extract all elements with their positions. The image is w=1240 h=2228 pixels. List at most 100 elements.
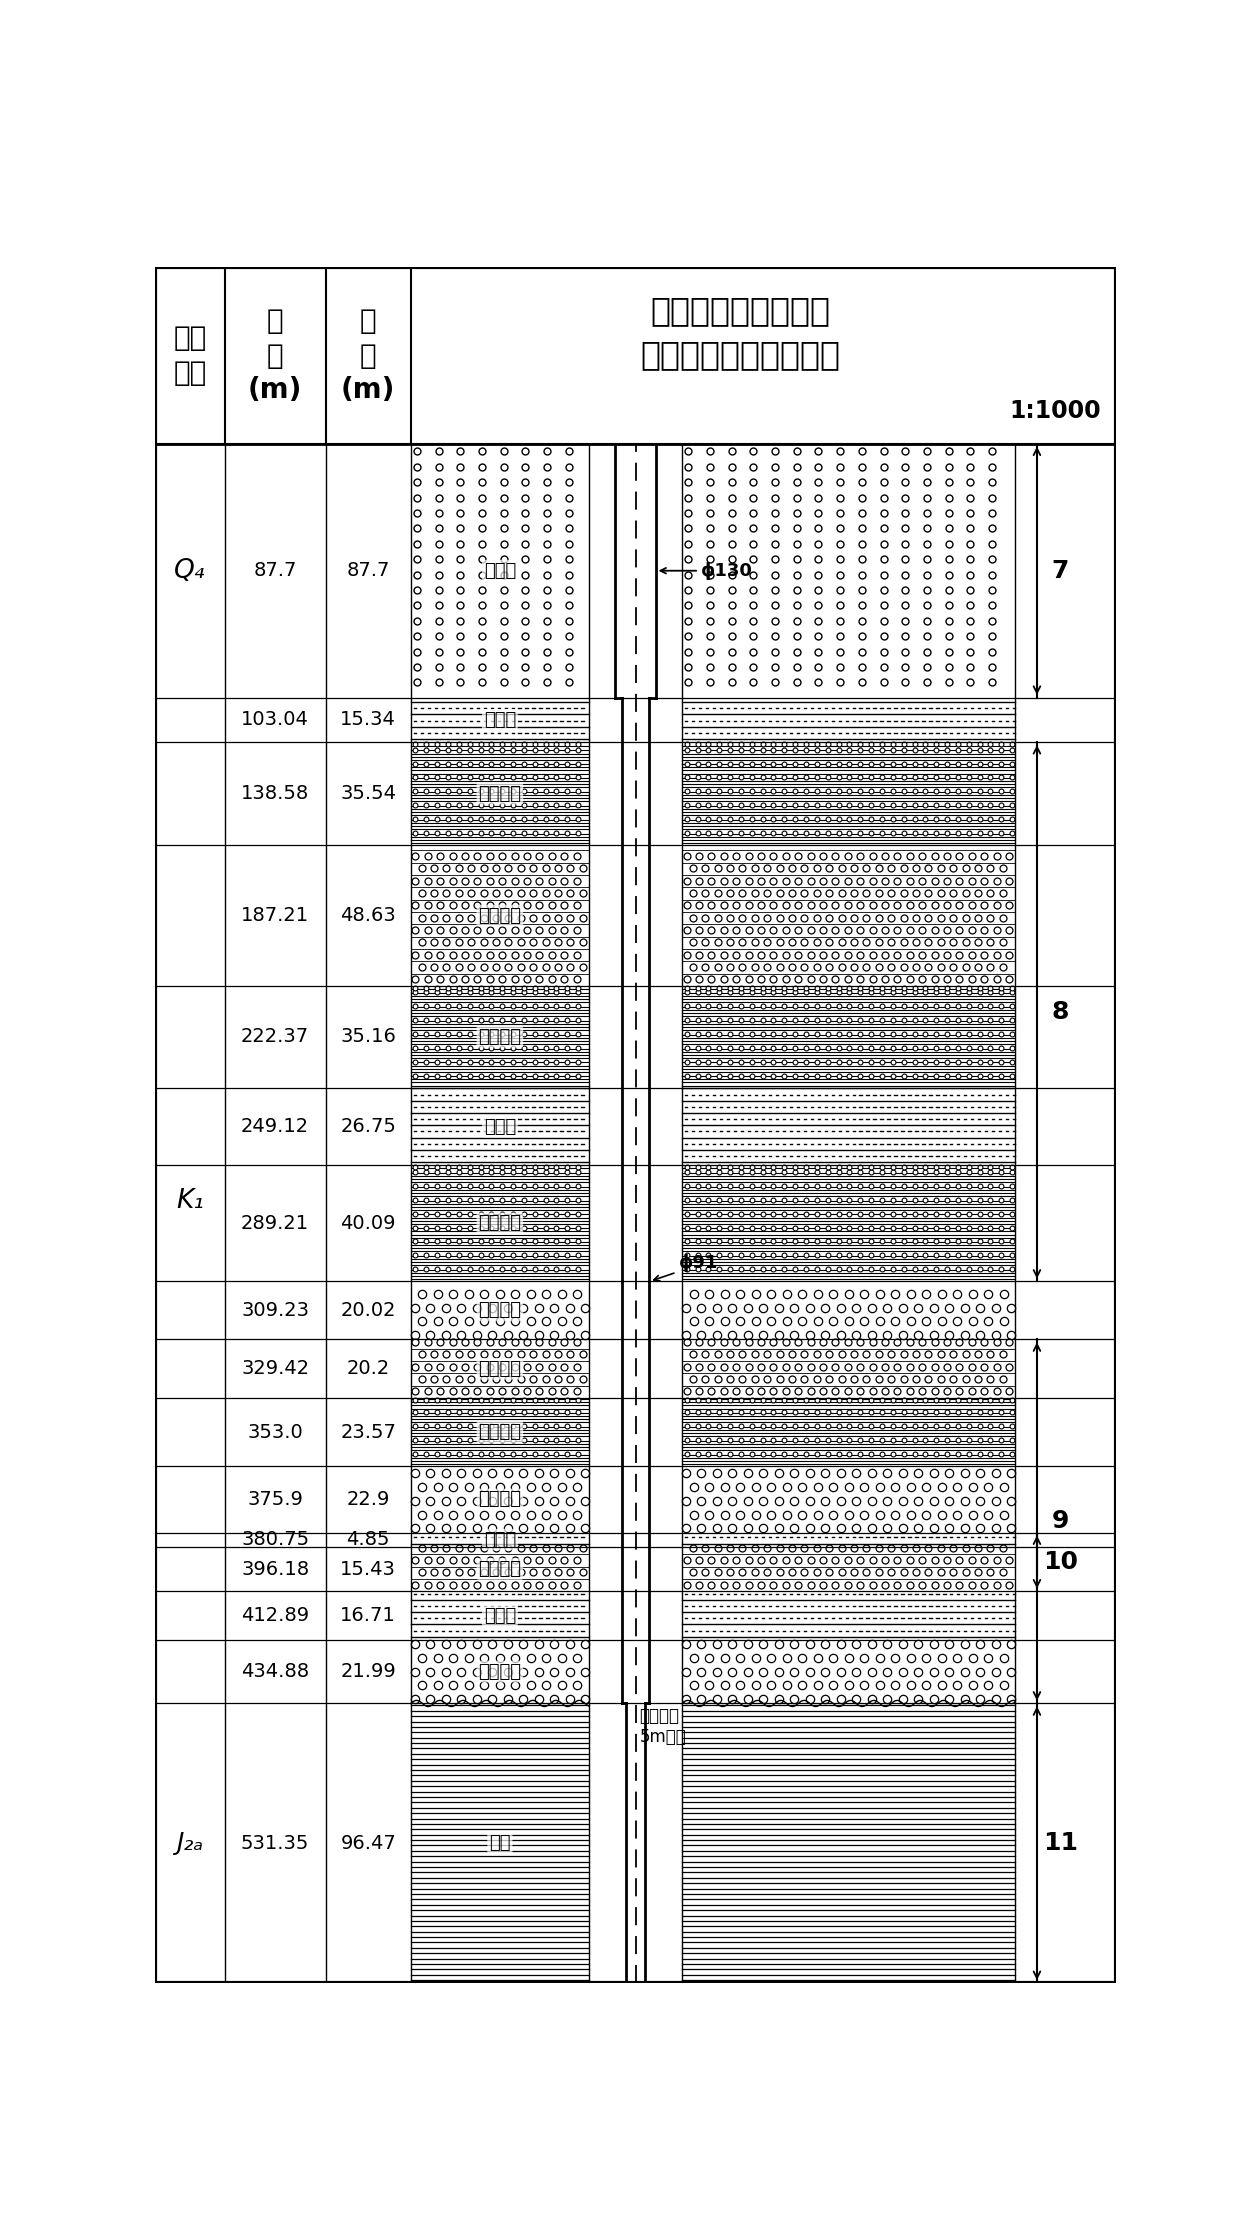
- Bar: [224, 742, 325, 844]
- Bar: [155, 443, 224, 697]
- Bar: [155, 697, 224, 1704]
- Bar: [224, 1397, 325, 1466]
- Bar: [682, 1281, 1016, 1339]
- Bar: [410, 697, 589, 742]
- Text: 329.42: 329.42: [241, 1359, 309, 1379]
- Bar: [682, 1704, 1016, 1983]
- Bar: [325, 1640, 410, 1704]
- Bar: [325, 1087, 410, 1165]
- Text: 中粒砂岩: 中粒砂岩: [479, 1662, 521, 1680]
- Text: 23.57: 23.57: [340, 1424, 396, 1442]
- Text: 粉砂岩: 粉砂岩: [484, 1118, 516, 1136]
- Bar: [224, 987, 325, 1087]
- Bar: [224, 1591, 325, 1640]
- Bar: [224, 1165, 325, 1281]
- Bar: [155, 267, 1116, 443]
- Text: 35.54: 35.54: [340, 784, 396, 802]
- Bar: [682, 1087, 1016, 1165]
- Bar: [325, 697, 410, 742]
- Text: 细粒砂岩: 细粒砂岩: [479, 1424, 521, 1442]
- Bar: [410, 443, 589, 697]
- Bar: [325, 1591, 410, 1640]
- Text: 11: 11: [1043, 1831, 1078, 1856]
- Bar: [682, 1591, 1016, 1640]
- Bar: [410, 742, 589, 844]
- Text: 粗粒砂岩: 粗粒砂岩: [479, 907, 521, 925]
- Text: 地层
年代: 地层 年代: [174, 325, 207, 388]
- Bar: [682, 742, 1016, 844]
- Bar: [325, 443, 410, 697]
- Bar: [224, 697, 325, 742]
- Text: 87.7: 87.7: [346, 561, 389, 579]
- Bar: [224, 844, 325, 987]
- Text: 21.99: 21.99: [340, 1662, 396, 1682]
- Text: 20.2: 20.2: [346, 1359, 389, 1379]
- Text: 风积沙: 风积沙: [484, 561, 516, 579]
- Bar: [325, 1546, 410, 1591]
- Bar: [325, 1165, 410, 1281]
- Text: Q₄: Q₄: [174, 557, 206, 584]
- Text: 412.89: 412.89: [241, 1606, 309, 1624]
- Text: 离层扩容生态水分层
水压监测钻孔成孔设计: 离层扩容生态水分层 水压监测钻孔成孔设计: [640, 294, 841, 370]
- Text: J₂ₐ: J₂ₐ: [176, 1831, 203, 1856]
- Text: ϕ130: ϕ130: [701, 561, 753, 579]
- Bar: [325, 1466, 410, 1533]
- Bar: [682, 1165, 1016, 1281]
- Text: 粗粒砂岩: 粗粒砂岩: [479, 1359, 521, 1377]
- Bar: [410, 1397, 589, 1466]
- Text: 103.04: 103.04: [242, 711, 309, 729]
- Text: 309.23: 309.23: [241, 1301, 309, 1319]
- Text: K₁: K₁: [176, 1188, 203, 1214]
- Bar: [682, 1546, 1016, 1591]
- Bar: [410, 1339, 589, 1397]
- Bar: [410, 1466, 589, 1533]
- Bar: [682, 1466, 1016, 1533]
- Bar: [682, 987, 1016, 1087]
- Text: 层
厚
(m): 层 厚 (m): [341, 307, 396, 403]
- Text: 4.85: 4.85: [346, 1531, 389, 1548]
- Bar: [410, 844, 589, 987]
- Bar: [410, 1281, 589, 1339]
- Text: 35.16: 35.16: [340, 1027, 396, 1047]
- Bar: [224, 1640, 325, 1704]
- Bar: [224, 1704, 325, 1983]
- Bar: [682, 1533, 1016, 1546]
- Text: 10: 10: [1043, 1551, 1078, 1573]
- Bar: [410, 1087, 589, 1165]
- Text: 48.63: 48.63: [340, 907, 396, 925]
- Text: 中粒砂岩: 中粒砂岩: [479, 1491, 521, 1508]
- Bar: [682, 443, 1016, 697]
- Text: 15.43: 15.43: [340, 1560, 396, 1577]
- Bar: [325, 1397, 410, 1466]
- Text: 138.58: 138.58: [241, 784, 309, 802]
- Bar: [682, 1640, 1016, 1704]
- Text: 40.09: 40.09: [340, 1214, 396, 1232]
- Bar: [325, 987, 410, 1087]
- Text: 8: 8: [1052, 1000, 1069, 1025]
- Bar: [224, 1087, 325, 1165]
- Bar: [224, 443, 325, 697]
- Bar: [682, 697, 1016, 742]
- Text: 粉砂岩: 粉砂岩: [484, 711, 516, 729]
- Text: 187.21: 187.21: [241, 907, 309, 925]
- Bar: [325, 1281, 410, 1339]
- Text: 中粒砂岩: 中粒砂岩: [479, 1301, 521, 1319]
- Text: 15.34: 15.34: [340, 711, 396, 729]
- Text: 进入泥岩
5m终孔: 进入泥岩 5m终孔: [640, 1707, 686, 1747]
- Text: ϕ91: ϕ91: [680, 1254, 718, 1272]
- Text: 396.18: 396.18: [241, 1560, 309, 1577]
- Text: 249.12: 249.12: [241, 1116, 309, 1136]
- Bar: [325, 1533, 410, 1546]
- Text: 7: 7: [1052, 559, 1069, 584]
- Text: 26.75: 26.75: [340, 1116, 396, 1136]
- Text: 粉砂岩: 粉砂岩: [484, 1606, 516, 1624]
- Bar: [682, 1397, 1016, 1466]
- Bar: [410, 987, 589, 1087]
- Text: 16.71: 16.71: [340, 1606, 396, 1624]
- Bar: [224, 1281, 325, 1339]
- Text: 353.0: 353.0: [247, 1424, 303, 1442]
- Bar: [410, 1533, 589, 1546]
- Text: 87.7: 87.7: [253, 561, 296, 579]
- Text: 细粒砂岩: 细粒砂岩: [479, 784, 521, 802]
- Text: 375.9: 375.9: [247, 1491, 303, 1508]
